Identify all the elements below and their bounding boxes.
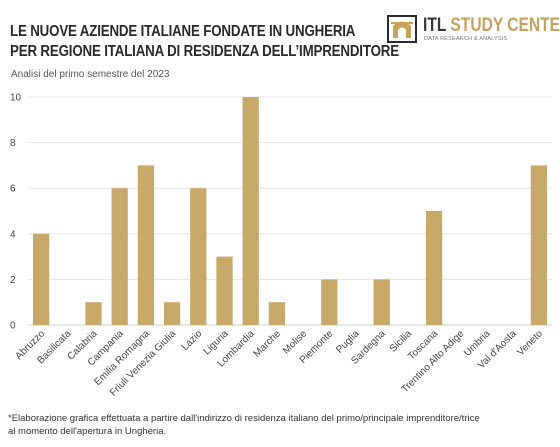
bar bbox=[373, 279, 390, 325]
y-tick-label: 6 bbox=[10, 184, 16, 195]
bars bbox=[32, 97, 548, 325]
footnote-line-1: *Elaborazione grafica effettuata a parti… bbox=[8, 413, 480, 424]
bar bbox=[425, 211, 443, 325]
bar bbox=[530, 165, 548, 325]
y-tick-label: 0 bbox=[10, 321, 16, 332]
arch-gate-icon bbox=[387, 15, 417, 43]
y-axis-ticks: 0 2 4 6 8 10 bbox=[10, 93, 22, 332]
x-tick-label: Veneto bbox=[515, 328, 545, 358]
bar bbox=[321, 279, 338, 325]
title-line-2: PER REGIONE ITALIANA DI RESIDENZA DELL’I… bbox=[10, 43, 399, 60]
bar bbox=[190, 188, 207, 325]
y-tick-label: 10 bbox=[10, 93, 22, 104]
logo-itl: ITL bbox=[423, 15, 447, 36]
title-line-1: LE NUOVE AZIENDE ITALIANE FONDATE IN UNG… bbox=[10, 23, 356, 40]
footnote: *Elaborazione grafica effettuata a parti… bbox=[8, 412, 556, 438]
bar bbox=[242, 97, 259, 325]
y-tick-label: 2 bbox=[10, 275, 16, 286]
footnote-line-2: al momento dell'apertura in Ungheria. bbox=[8, 426, 167, 437]
bar bbox=[32, 233, 50, 325]
bar bbox=[216, 256, 233, 325]
bar-chart: 0 2 4 6 8 10 AbruzzoBasilicataCalabriaCampani… bbox=[10, 93, 552, 399]
x-tick-label: Marche bbox=[252, 328, 284, 360]
bar bbox=[137, 165, 155, 325]
bar bbox=[268, 302, 286, 325]
logo-study-center: STUDY CENTER bbox=[450, 15, 560, 36]
chart-title: LE NUOVE AZIENDE ITALIANE FONDATE IN UNG… bbox=[10, 22, 399, 62]
logo-tagline: DATA RESEARCH & ANALYSIS bbox=[424, 36, 508, 42]
chart-subtitle: Analisi del primo semestre del 2023 bbox=[11, 69, 170, 80]
gridlines bbox=[28, 96, 552, 326]
y-tick-label: 4 bbox=[10, 229, 16, 240]
bar bbox=[163, 302, 181, 325]
bar bbox=[85, 302, 102, 325]
logo-wordmark: ITL STUDY CENTER bbox=[423, 16, 560, 36]
logo: ITL STUDY CENTER DATA RESEARCH & ANALYSI… bbox=[387, 15, 560, 47]
x-axis-ticks: AbruzzoBasilicataCalabriaCampaniaEmilia … bbox=[14, 328, 546, 399]
y-tick-label: 8 bbox=[10, 138, 16, 149]
bar bbox=[111, 188, 128, 325]
